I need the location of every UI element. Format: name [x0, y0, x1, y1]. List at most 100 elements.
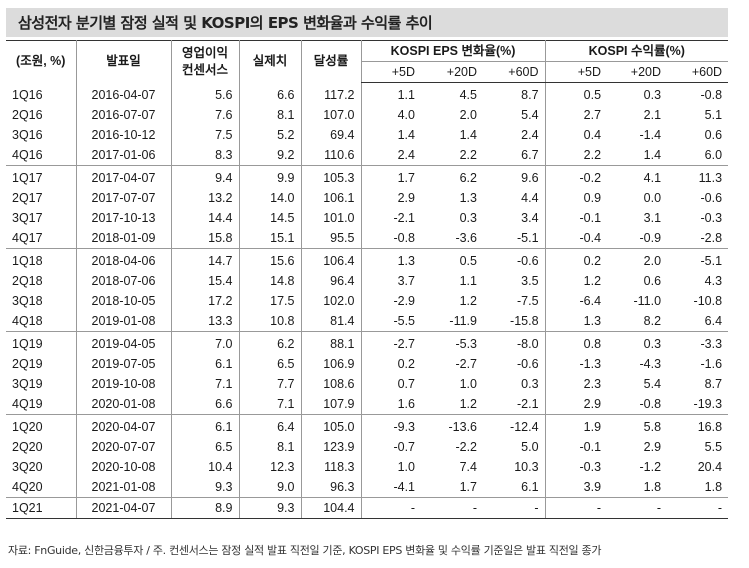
cell-eps-60d: 0.3	[521, 377, 539, 391]
cell-quarter: 1Q16	[12, 87, 43, 102]
cell-return-5d: 1.9	[544, 414, 608, 437]
cell-eps-20d: 4.5	[459, 88, 477, 102]
cell-date: 2017-04-07	[75, 165, 171, 188]
cell-eps-5d: -2.9	[360, 291, 421, 311]
cell-date: 2018-07-06	[75, 271, 171, 291]
cell-actual: 6.4	[238, 414, 301, 437]
table-row: 1Q20 2020-04-07 6.1 6.4 105.0 -9.3 -13.6 -12.4 1…	[6, 414, 728, 437]
earnings-table: (조원, %) 발표일 영업이익 컨센서스 실제치 달성률 KOSPI EPS …	[6, 40, 729, 519]
cell-date: 2019-10-08	[75, 374, 171, 394]
cell-eps-5d: -9.3	[360, 414, 421, 437]
cell-quarter: 1Q21	[6, 497, 76, 519]
cell-quarter: 2Q16	[12, 108, 43, 122]
cell-consensus: 7.0	[170, 331, 239, 354]
cell-achievement: 102.0	[300, 291, 361, 311]
cell-return-20d: -0.9	[607, 228, 668, 249]
table-row: 3Q17 2017-10-13 14.4 14.5 101.0 -2.1 0.3 3.4 -0.…	[6, 208, 728, 228]
cell-return-5d: -0.1	[544, 208, 608, 228]
cell-achievement: 108.6	[300, 374, 361, 394]
cell-return-5d: 3.9	[544, 477, 608, 498]
cell-date: 2016-04-07	[75, 82, 171, 105]
cell-eps-20d: 0.5	[459, 254, 477, 268]
cell-return-20d: -11.0	[633, 294, 662, 308]
header-date: 발표일	[75, 40, 171, 83]
cell-return-5d: 2.9	[544, 394, 608, 415]
cell-consensus: 15.8	[170, 228, 239, 249]
cell-quarter: 3Q20	[12, 460, 43, 474]
cell-return-5d: 0.2	[544, 248, 608, 271]
cell-date: 2016-10-12	[75, 125, 171, 145]
cell-return-20d: 0.6	[643, 274, 662, 288]
cell-eps-20d: 1.2	[459, 294, 477, 308]
cell-actual: 15.1	[238, 228, 301, 249]
cell-quarter: 1Q18	[12, 254, 43, 268]
cell-achievement: 105.0	[300, 414, 361, 437]
cell-achievement: 69.4	[300, 125, 361, 145]
cell-return-5d: 1.2	[544, 271, 608, 291]
header-return-20d: +20D	[607, 61, 668, 83]
cell-consensus: 10.4	[170, 457, 239, 477]
cell-return-20d: 4.1	[643, 171, 662, 185]
row-group: 1Q19 2019-04-05 7.0 6.2 88.1 -2.7 -5.3 -8.0 0.8 0…	[6, 331, 729, 415]
cell-date: 2020-07-07	[75, 437, 171, 457]
cell-actual: 14.0	[238, 188, 301, 208]
cell-eps-5d: -0.7	[360, 437, 421, 457]
cell-consensus: 6.5	[170, 437, 239, 457]
cell-return-20d: 1.4	[607, 145, 668, 166]
cell-consensus: 13.3	[170, 311, 239, 332]
cell-return-5d: 1.3	[544, 311, 608, 332]
cell-eps-60d: 4.4	[521, 191, 539, 205]
cell-return-60d: 6.4	[667, 311, 729, 332]
cell-consensus: 9.4	[170, 165, 239, 188]
cell-eps-60d: -0.6	[516, 357, 539, 371]
cell-quarter: 2Q17	[12, 191, 43, 205]
cell-return-5d: 0.5	[544, 82, 608, 105]
row-group: 1Q18 2018-04-06 14.7 15.6 106.4 1.3 0.5 -0.6 0.2…	[6, 248, 729, 332]
cell-quarter: 1Q17	[12, 171, 43, 185]
cell-eps-60d: 9.6	[521, 171, 539, 185]
cell-achievement: 81.4	[300, 311, 361, 332]
cell-return-60d: -	[667, 497, 729, 519]
cell-actual: 9.0	[238, 477, 301, 498]
cell-date: 2020-01-08	[75, 394, 171, 415]
cell-consensus: 6.6	[170, 394, 239, 415]
cell-actual: 15.6	[238, 248, 301, 271]
cell-quarter: 4Q20	[6, 477, 76, 498]
cell-actual: 14.5	[238, 208, 301, 228]
header-eps-20d: +20D	[421, 61, 483, 83]
cell-return-20d: -0.8	[607, 394, 668, 415]
cell-quarter: 2Q20	[12, 440, 43, 454]
cell-consensus: 7.5	[170, 125, 239, 145]
cell-date: 2017-10-13	[75, 208, 171, 228]
cell-eps-60d: -5.1	[483, 228, 546, 249]
cell-eps-5d: -2.7	[360, 331, 421, 354]
cell-eps-20d: -2.7	[455, 357, 477, 371]
cell-achievement: 104.4	[300, 497, 361, 519]
cell-return-60d: -0.3	[700, 211, 723, 225]
header-consensus-line2: 컨센서스	[181, 62, 228, 77]
cell-eps-20d: 2.0	[459, 108, 477, 122]
table-row: 3Q19 2019-10-08 7.1 7.7 108.6 0.7 1.0 0.3 2.3 5.4…	[6, 374, 728, 394]
header-eps-5d: +5D	[360, 61, 421, 83]
cell-quarter: 3Q19	[12, 377, 43, 391]
cell-eps-5d: 1.0	[360, 457, 421, 477]
cell-return-20d: 8.2	[607, 311, 668, 332]
cell-return-20d: -	[607, 497, 668, 519]
cell-return-5d: 2.2	[544, 145, 608, 166]
cell-eps-20d: 1.7	[421, 477, 483, 498]
cell-date: 2019-01-08	[75, 311, 171, 332]
cell-actual: 7.1	[238, 394, 301, 415]
cell-return-20d: 0.0	[643, 191, 662, 205]
cell-eps-5d: -	[360, 497, 421, 519]
header-return-60d: +60D	[667, 61, 729, 83]
cell-return-60d: 20.4	[697, 460, 723, 474]
cell-eps-60d: 10.3	[514, 460, 539, 474]
cell-eps-20d: -13.6	[448, 420, 478, 434]
cell-eps-5d: 4.0	[360, 105, 421, 125]
cell-achievement: 96.4	[300, 271, 361, 291]
cell-return-5d: -	[544, 497, 608, 519]
cell-return-20d: -4.3	[639, 357, 662, 371]
cell-return-60d: -5.1	[700, 254, 723, 268]
cell-consensus: 7.1	[170, 374, 239, 394]
title-bar: 삼성전자 분기별 잠정 실적 및 KOSPI의 EPS 변화율과 수익률 추이	[6, 8, 728, 37]
